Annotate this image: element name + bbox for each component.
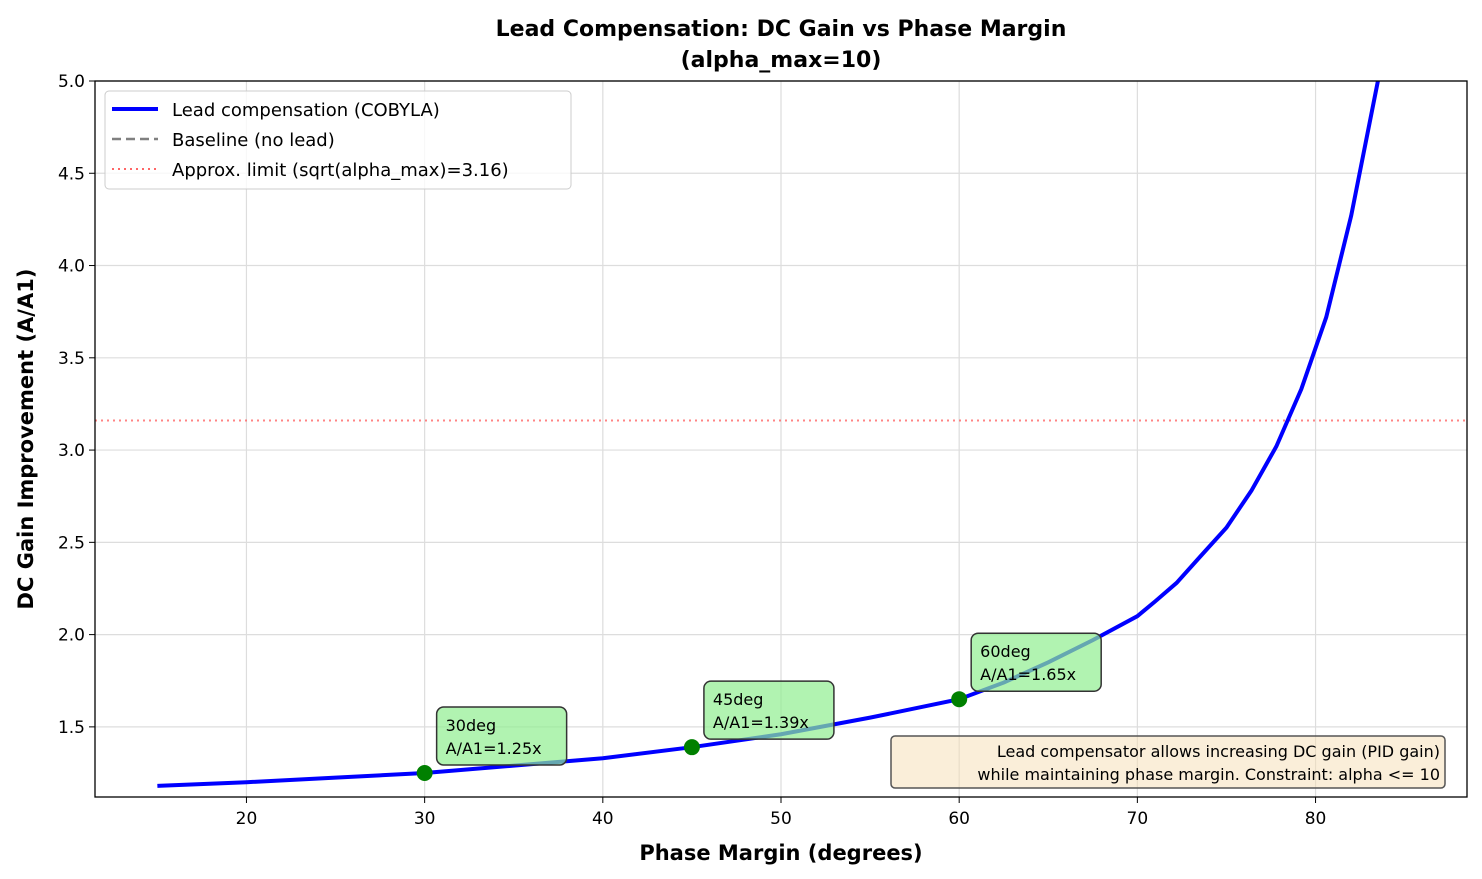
marker-label-deg: 30deg: [446, 716, 497, 735]
marker-point: [951, 691, 968, 708]
y-tick-label: 4.5: [58, 164, 85, 184]
x-tick-label: 80: [1305, 809, 1327, 829]
x-tick-label: 40: [592, 809, 614, 829]
y-tick-label: 2.5: [58, 533, 85, 553]
y-tick-label: 3.5: [58, 349, 85, 369]
chart-subtitle: (alpha_max=10): [681, 48, 882, 73]
y-tick-label: 1.5: [58, 718, 85, 738]
y-tick-label: 2.0: [58, 626, 85, 646]
x-tick-label: 60: [948, 809, 970, 829]
annotation-line2: while maintaining phase margin. Constrai…: [977, 765, 1440, 784]
marker-label-box: [703, 680, 835, 740]
legend-label-limit: Approx. limit (sqrt(alpha_max)=3.16): [172, 160, 509, 181]
x-tick-label: 20: [236, 809, 258, 829]
y-axis-label: DC Gain Improvement (A/A1): [14, 269, 38, 610]
x-tick-label: 50: [770, 809, 792, 829]
x-tick-label: 70: [1127, 809, 1149, 829]
annotation-box: Lead compensator allows increasing DC ga…: [890, 735, 1446, 789]
y-tick-label: 3.0: [58, 441, 85, 461]
annotation-line1: Lead compensator allows increasing DC ga…: [997, 742, 1440, 761]
legend-label-baseline: Baseline (no lead): [172, 130, 335, 151]
marker-label-deg: 45deg: [713, 690, 764, 709]
y-tick-label: 5.0: [58, 72, 85, 92]
marker-label-gain: A/A1=1.65x: [980, 665, 1076, 684]
marker-label-box: [970, 632, 1102, 692]
marker-point: [683, 739, 700, 756]
x-axis-label: Phase Margin (degrees): [639, 841, 922, 865]
marker-label-box: [435, 706, 568, 766]
chart-title: Lead Compensation: DC Gain vs Phase Marg…: [496, 17, 1067, 42]
marker-label-deg: 60deg: [980, 642, 1031, 661]
marker-point: [416, 765, 433, 782]
marker-label-gain: A/A1=1.39x: [713, 713, 809, 732]
y-tick-label: 4.0: [58, 257, 85, 277]
legend-label-lead: Lead compensation (COBYLA): [172, 100, 440, 121]
marker-label-gain: A/A1=1.25x: [446, 739, 542, 758]
legend: Lead compensation (COBYLA) Baseline (no …: [104, 90, 572, 190]
x-tick-label: 30: [414, 809, 436, 829]
